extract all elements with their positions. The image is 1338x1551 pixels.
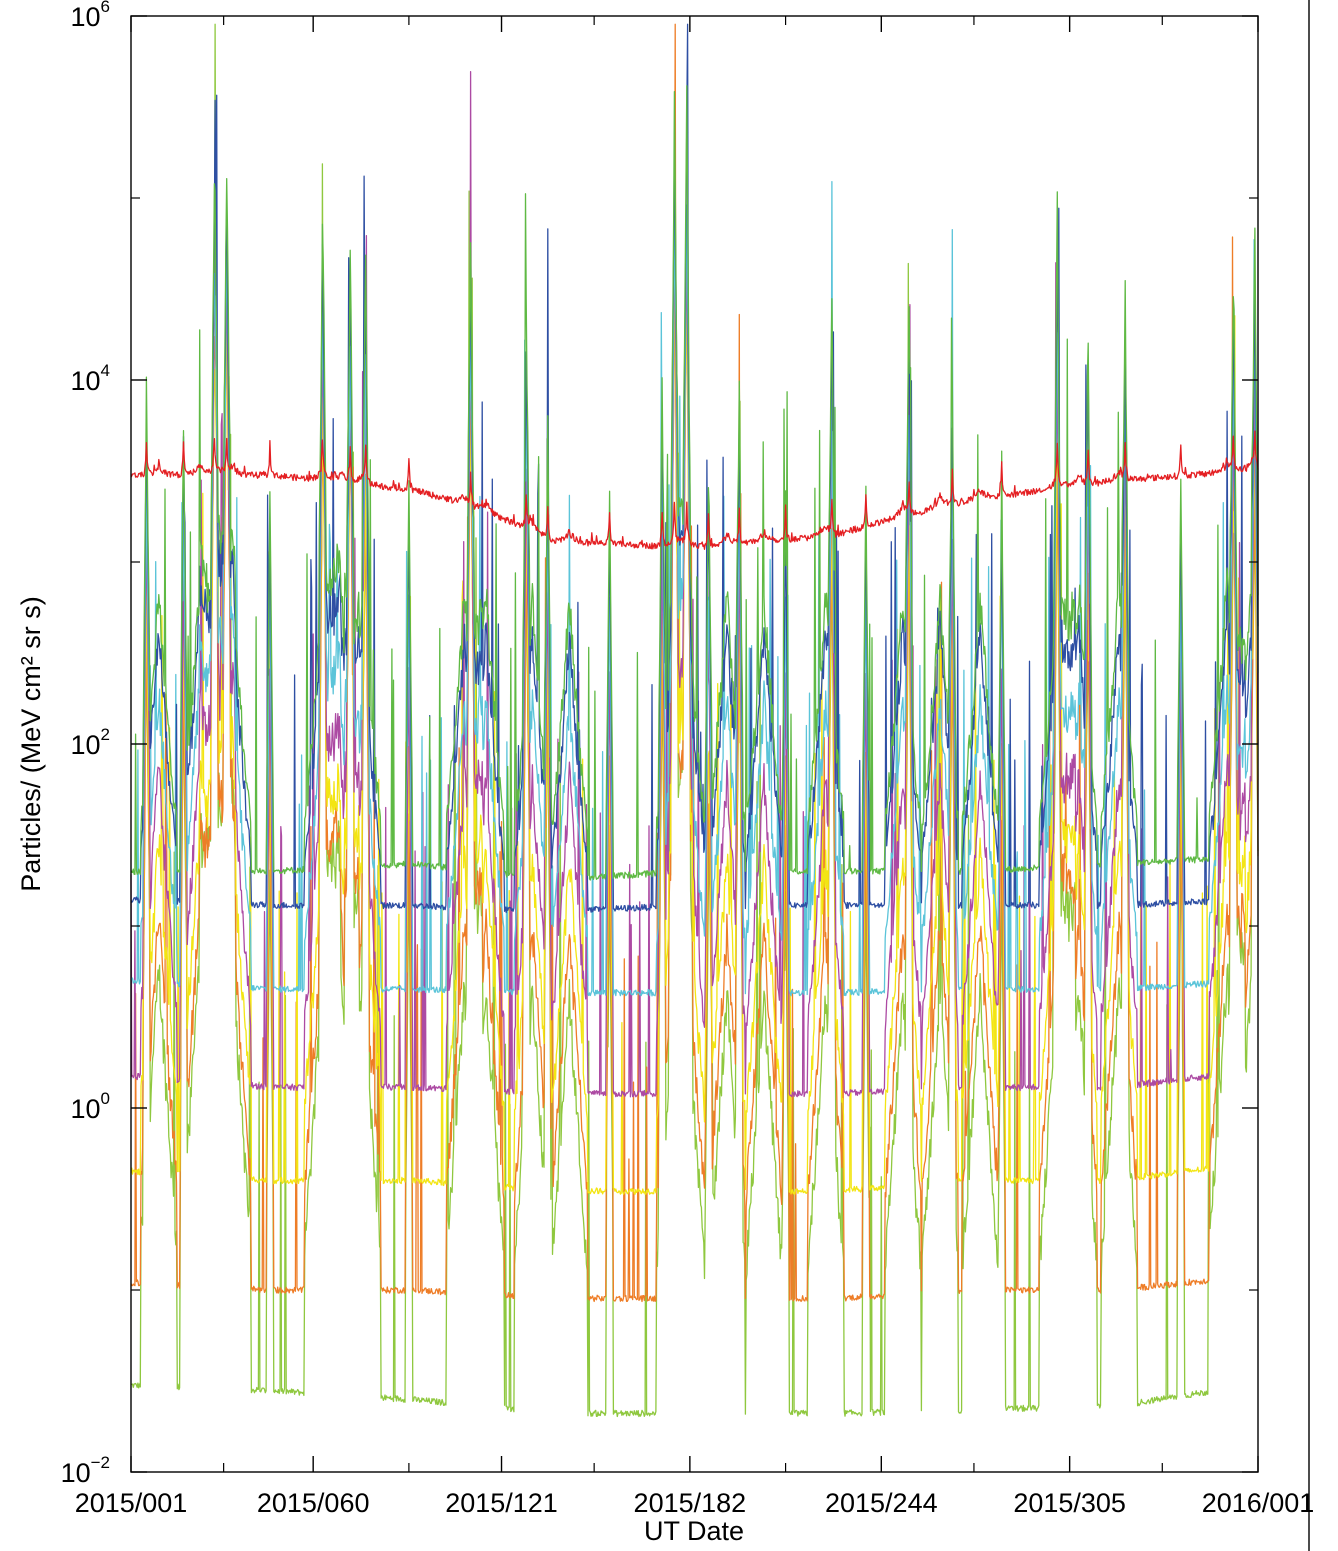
series-line-1 [130, 85, 1259, 881]
series-line-4 [130, 71, 1259, 1098]
x-axis-title: UT Date [644, 1516, 744, 1546]
y-tick-label: 104 [70, 361, 110, 396]
y-axis-title: Particles/ (MeV cm² sr s) [16, 596, 46, 892]
x-tick-label: 2015/060 [257, 1488, 370, 1518]
x-tick-label: 2015/182 [634, 1488, 747, 1518]
y-tick-label: 106 [70, 0, 110, 32]
series-layer [130, 23, 1259, 1418]
series-line-2 [130, 23, 1259, 914]
x-tick-label: 2015/121 [445, 1488, 558, 1518]
x-tick-label: 2015/001 [75, 1488, 188, 1518]
series-line-5 [130, 269, 1259, 1195]
x-tick-label: 2016/001 [1202, 1488, 1315, 1518]
x-tick-label: 2015/244 [825, 1488, 938, 1518]
series-line-3 [130, 180, 1259, 997]
tick-layer: 2015/001 2015/060 2015/121 2015/182 2015/244… [61, 0, 1315, 1518]
y-tick-label: 100 [70, 1089, 110, 1124]
x-tick-label: 2015/305 [1013, 1488, 1126, 1518]
y-tick-label: 102 [70, 725, 110, 760]
series-line-0 [130, 430, 1259, 550]
y-tick-label: 10−2 [61, 1453, 110, 1488]
